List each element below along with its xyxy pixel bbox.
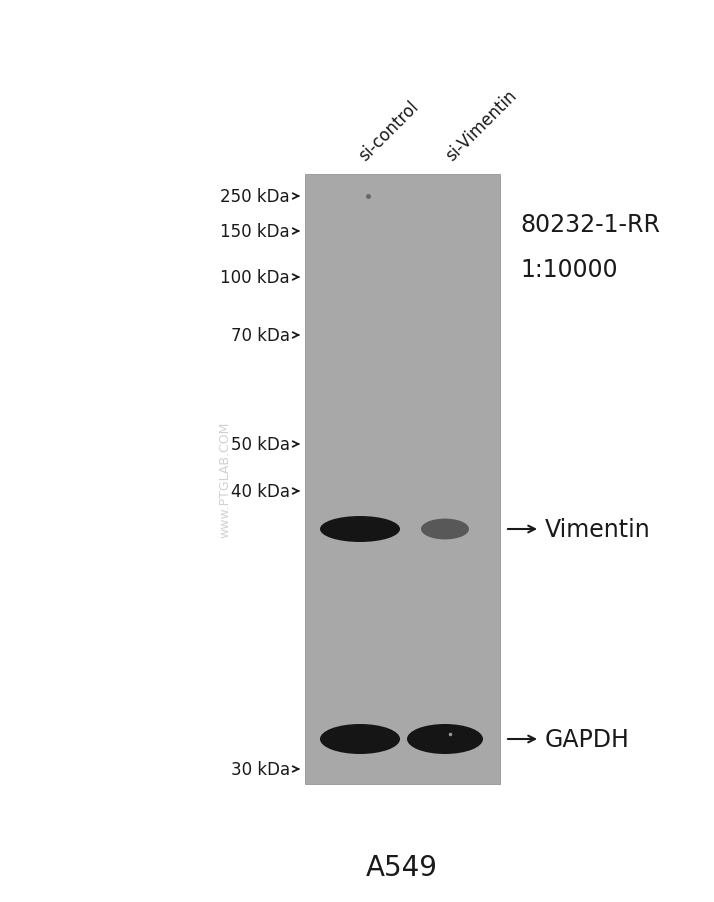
Text: GAPDH: GAPDH <box>545 727 630 751</box>
Text: si-Vimentin: si-Vimentin <box>442 87 520 165</box>
Text: 40 kDa: 40 kDa <box>231 483 290 501</box>
Bar <box>305 175 500 784</box>
Text: si-control: si-control <box>355 98 422 165</box>
Text: 50 kDa: 50 kDa <box>231 436 290 454</box>
Ellipse shape <box>320 517 400 542</box>
Ellipse shape <box>421 519 469 539</box>
Text: Vimentin: Vimentin <box>545 518 650 541</box>
Text: 250 kDa: 250 kDa <box>221 188 290 206</box>
Text: A549: A549 <box>366 853 438 881</box>
Text: 80232-1-RR: 80232-1-RR <box>520 213 660 236</box>
Text: 70 kDa: 70 kDa <box>231 327 290 345</box>
Ellipse shape <box>407 724 483 754</box>
Ellipse shape <box>320 724 400 754</box>
Text: www.PTGLAB.COM: www.PTGLAB.COM <box>218 421 231 538</box>
Text: 1:10000: 1:10000 <box>520 258 618 281</box>
Text: 30 kDa: 30 kDa <box>231 760 290 778</box>
Text: 100 kDa: 100 kDa <box>221 269 290 287</box>
Text: 150 kDa: 150 kDa <box>221 223 290 241</box>
